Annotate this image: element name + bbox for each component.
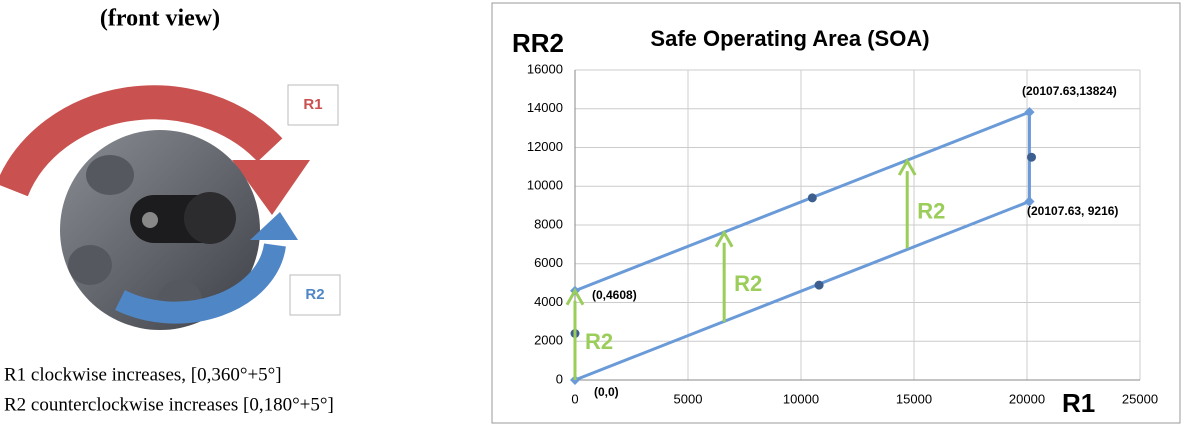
x-tick-label: 0 xyxy=(571,391,578,406)
point xyxy=(814,280,824,290)
screw xyxy=(86,155,134,195)
y-tick-label: 12000 xyxy=(527,139,563,154)
r2-arrowhead xyxy=(897,158,917,176)
point xyxy=(1027,152,1037,162)
y-tick-label: 2000 xyxy=(534,333,563,348)
vertex-marker xyxy=(1024,107,1035,118)
caption: R1 clockwise increases, [0,360°+5°] xyxy=(4,364,282,385)
r2-arrowhead xyxy=(565,287,585,306)
series-line xyxy=(574,110,1030,293)
x-tick-label: 5000 xyxy=(674,391,703,406)
x-axis-label: R1 xyxy=(1062,388,1095,418)
chart-title: Safe Operating Area (SOA) xyxy=(650,26,929,51)
y-tick-label: 8000 xyxy=(534,216,563,231)
r2-arrowhead xyxy=(250,212,298,240)
r1-label: R1 xyxy=(303,96,322,113)
chart-frame xyxy=(491,2,1181,424)
r2-arrow xyxy=(115,243,286,324)
arrow-label: R2 xyxy=(585,329,613,354)
y-tick-label: 16000 xyxy=(527,61,563,76)
y-tick-label: 6000 xyxy=(534,255,563,270)
pin xyxy=(142,212,158,228)
y-tick-label: 4000 xyxy=(534,294,563,309)
x-tick-label: 20000 xyxy=(1009,391,1045,406)
y-tick-label: 0 xyxy=(556,371,563,386)
r1-arrowhead xyxy=(232,160,310,215)
series-line xyxy=(574,200,1030,382)
point xyxy=(807,193,817,203)
x-tick-label: 15000 xyxy=(896,391,932,406)
annotation: (0,0) xyxy=(594,385,619,399)
y-tick-label: 14000 xyxy=(527,100,563,115)
x-tick-label: 25000 xyxy=(1122,391,1158,406)
screw xyxy=(68,245,112,285)
figure-title: (front view) xyxy=(100,6,220,32)
r1-box xyxy=(287,84,339,126)
annotation: (20107.63, 9216) xyxy=(1027,204,1118,218)
annotation: (20107.63,13824) xyxy=(1022,84,1117,98)
r1-arrow xyxy=(0,85,283,197)
caption: R2 counterclockwise increases [0,180°+5°… xyxy=(4,394,334,415)
r2-label: R2 xyxy=(305,286,324,303)
r2-box xyxy=(289,274,341,316)
knob xyxy=(184,192,236,244)
y-tick-label: 10000 xyxy=(527,178,563,193)
arrow-label: R2 xyxy=(734,271,762,296)
x-tick-label: 10000 xyxy=(783,391,819,406)
y-axis-label: RR2 xyxy=(512,28,564,58)
vertex-marker xyxy=(1024,196,1035,207)
r2-arrowhead xyxy=(714,229,734,248)
arrow-label: R2 xyxy=(917,198,945,223)
annotation: (0,4608) xyxy=(592,288,637,302)
